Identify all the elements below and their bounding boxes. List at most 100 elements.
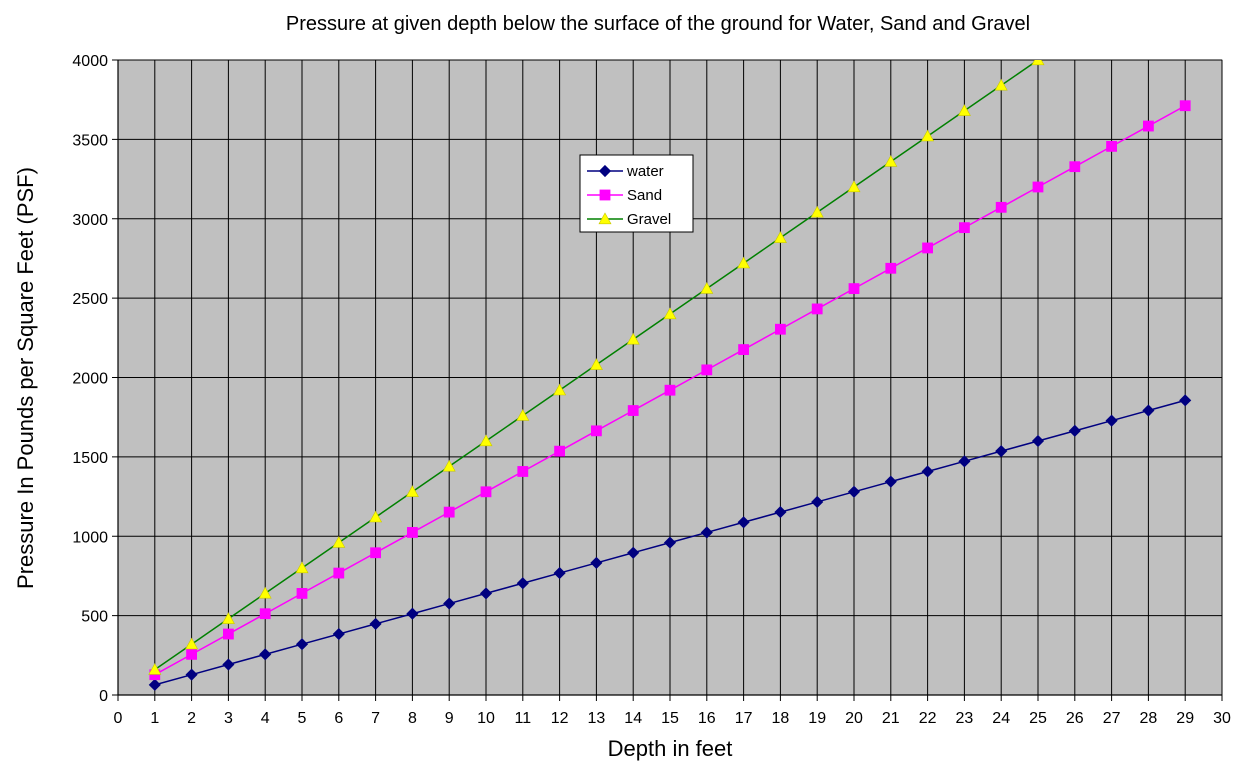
x-tick-label: 10 [477, 710, 495, 727]
data-point-gravel [1069, 29, 1081, 40]
data-point-water [479, 587, 493, 600]
data-point-gravel [589, 358, 603, 370]
data-point-gravel [221, 612, 235, 624]
data-point-water [1068, 424, 1081, 437]
data-point-water [1105, 414, 1118, 427]
data-point-sand [738, 344, 749, 355]
data-point-gravel [773, 231, 787, 243]
x-tick-label: 26 [1066, 710, 1084, 727]
data-point-water [627, 546, 640, 559]
x-axis-label: Depth in feet [608, 736, 733, 761]
data-point-water [406, 607, 419, 620]
data-point-sand [296, 588, 308, 599]
x-tick-label: 14 [624, 710, 642, 727]
x-tick-label: 23 [956, 710, 974, 727]
data-point-water [185, 668, 198, 681]
data-point-water [1179, 394, 1192, 407]
x-tick-label: 30 [1213, 710, 1231, 727]
data-point-water [295, 638, 309, 651]
data-point-water [148, 678, 161, 691]
data-point-sand [775, 323, 786, 335]
data-point-gravel [148, 662, 162, 675]
data-point-water [774, 506, 787, 519]
data-point-water [259, 648, 272, 661]
data-point-sand [848, 283, 860, 295]
data-point-sand [517, 466, 529, 477]
data-point-gravel [1031, 60, 1045, 66]
series-markers [148, 3, 1192, 691]
data-point-water [1142, 404, 1155, 417]
data-point-sand [664, 384, 676, 396]
data-point-water [1031, 434, 1045, 448]
x-tick-label: 8 [408, 710, 417, 727]
data-point-sand [959, 222, 970, 234]
y-axis-label: Pressure In Pounds per Square Feet (PSF) [13, 167, 38, 589]
data-point-gravel [369, 510, 383, 523]
data-point-sand [480, 486, 492, 498]
x-tick-label: 0 [114, 710, 123, 727]
data-point-gravel [185, 637, 199, 650]
data-point-gravel [516, 408, 530, 421]
data-point-water [700, 526, 713, 539]
legend-label-sand: Sand [627, 187, 662, 204]
data-point-water [921, 465, 934, 478]
y-tick-label: 4000 [72, 53, 108, 70]
data-point-water [995, 445, 1008, 458]
legend: water Sand Gravel [579, 154, 694, 233]
data-point-water [516, 577, 529, 590]
data-point-gravel [332, 535, 346, 548]
data-point-sand [1106, 140, 1117, 152]
data-point-gravel [810, 205, 824, 218]
data-point-gravel [994, 78, 1008, 91]
data-point-water [737, 516, 750, 529]
data-point-gravel [442, 459, 456, 472]
data-point-sand [259, 608, 271, 620]
x-tick-labels: 0 1 2 3 4 5 6 7 8 9 10 11 12 13 14 15 16 17 18 19 20 21 22 23 24… [114, 695, 1231, 727]
chart-title: Pressure at given depth below the surfac… [286, 13, 1030, 35]
data-point-sand [627, 405, 639, 416]
legend-marker-sand [599, 189, 611, 201]
data-point-gravel [1106, 3, 1118, 14]
data-point-water [847, 485, 861, 498]
data-point-sand [811, 303, 823, 315]
x-tick-label: 22 [919, 710, 937, 727]
x-tick-label: 24 [992, 710, 1010, 727]
x-tick-label: 29 [1176, 710, 1194, 727]
y-tick-label: 3500 [72, 132, 108, 149]
x-tick-label: 28 [1140, 710, 1158, 727]
data-point-gravel [957, 104, 971, 116]
y-tick-label: 3000 [72, 212, 108, 229]
y-tick-label: 500 [81, 609, 108, 626]
x-tick-label: 21 [882, 710, 900, 727]
x-tick-label: 16 [698, 710, 716, 727]
data-point-sand [1179, 100, 1191, 112]
y-tick-label: 2500 [72, 291, 108, 308]
data-point-sand [1069, 161, 1081, 173]
data-point-water [884, 475, 897, 488]
data-point-water [332, 627, 345, 641]
data-point-sand [443, 506, 455, 518]
x-tick-label: 9 [445, 710, 454, 727]
data-point-sand [591, 425, 602, 437]
data-point-water [369, 617, 382, 630]
x-tick-label: 12 [551, 710, 569, 727]
x-tick-label: 20 [845, 710, 863, 727]
data-point-gravel [479, 434, 493, 447]
data-point-sand [1143, 120, 1154, 132]
data-point-water [553, 567, 566, 580]
data-point-gravel [737, 256, 751, 269]
data-point-sand [885, 262, 897, 274]
x-tick-label: 25 [1029, 710, 1047, 727]
data-point-gravel [884, 154, 898, 167]
y-tick-label: 1500 [72, 450, 108, 467]
y-tick-label: 2000 [72, 371, 108, 388]
data-point-gravel [295, 561, 309, 574]
data-point-sand [333, 567, 345, 579]
x-tick-label: 18 [772, 710, 790, 727]
x-tick-label: 19 [808, 710, 826, 727]
x-tick-label: 6 [334, 710, 343, 727]
legend-label-gravel: Gravel [627, 211, 671, 228]
data-point-sand [222, 628, 234, 640]
y-tick-label: 1000 [72, 529, 108, 546]
